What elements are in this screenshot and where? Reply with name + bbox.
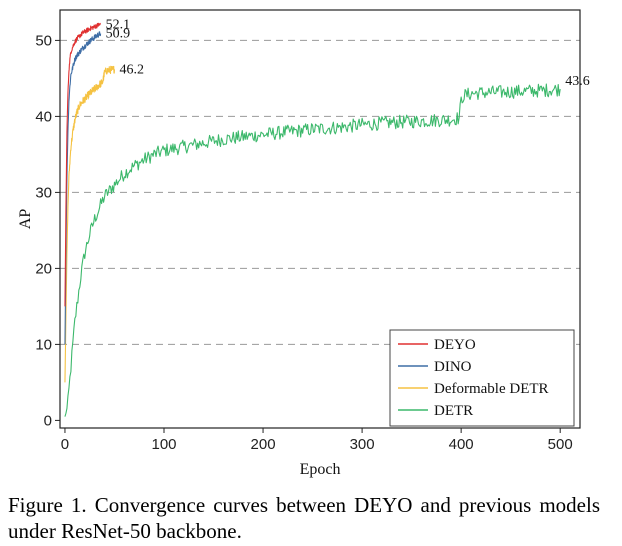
end-labels: 43.6 46.2 50.952.1 (106, 17, 590, 89)
y-tick-label-50: 50 (35, 32, 52, 49)
x-tick-label-0: 0 (61, 436, 69, 453)
legend: DEYO DINO Deformable DETR DETR (389, 329, 575, 427)
x-tick-label-100: 100 (151, 436, 176, 453)
x-tick-label-400: 400 (449, 436, 474, 453)
end-label-detr: 43.6 (565, 74, 590, 89)
legend-label-deyo: DEYO (434, 337, 476, 353)
series-line-deformable-detr (64, 65, 116, 383)
end-label-deformable-detr: 46.2 (119, 62, 144, 77)
legend-label-deformable-detr: Deformable DETR (434, 381, 549, 397)
y-tick-label-20: 20 (35, 260, 52, 277)
y-tick-label-30: 30 (35, 184, 52, 201)
end-label-deyo: 52.1 (106, 17, 131, 32)
figure-caption: Figure 1. Convergence curves between DEY… (8, 493, 600, 543)
legend-label-detr: DETR (434, 403, 473, 419)
y-axis-title: AP (17, 209, 34, 230)
plot-frame (59, 9, 581, 429)
y-tick-label-10: 10 (35, 336, 52, 353)
convergence-chart: 0 10 20 30 40 50 0 100 200 300 400 500 Epoch AP 43.… (17, 9, 590, 478)
x-tick-label-200: 200 (251, 436, 276, 453)
series-line-deyo (64, 22, 102, 307)
legend-label-dino: DINO (434, 359, 472, 375)
y-tick-label-40: 40 (35, 108, 52, 125)
series-line-detr (64, 83, 561, 417)
x-tick-label-500: 500 (548, 436, 573, 453)
y-tick-label-0: 0 (44, 412, 52, 429)
x-tick-label-300: 300 (350, 436, 375, 453)
end-label-dino: 50.9 (106, 27, 131, 42)
series-layer (64, 22, 561, 417)
x-axis-title: Epoch (300, 461, 341, 478)
grid-layer (60, 39, 580, 345)
series-line-dino (64, 31, 102, 345)
